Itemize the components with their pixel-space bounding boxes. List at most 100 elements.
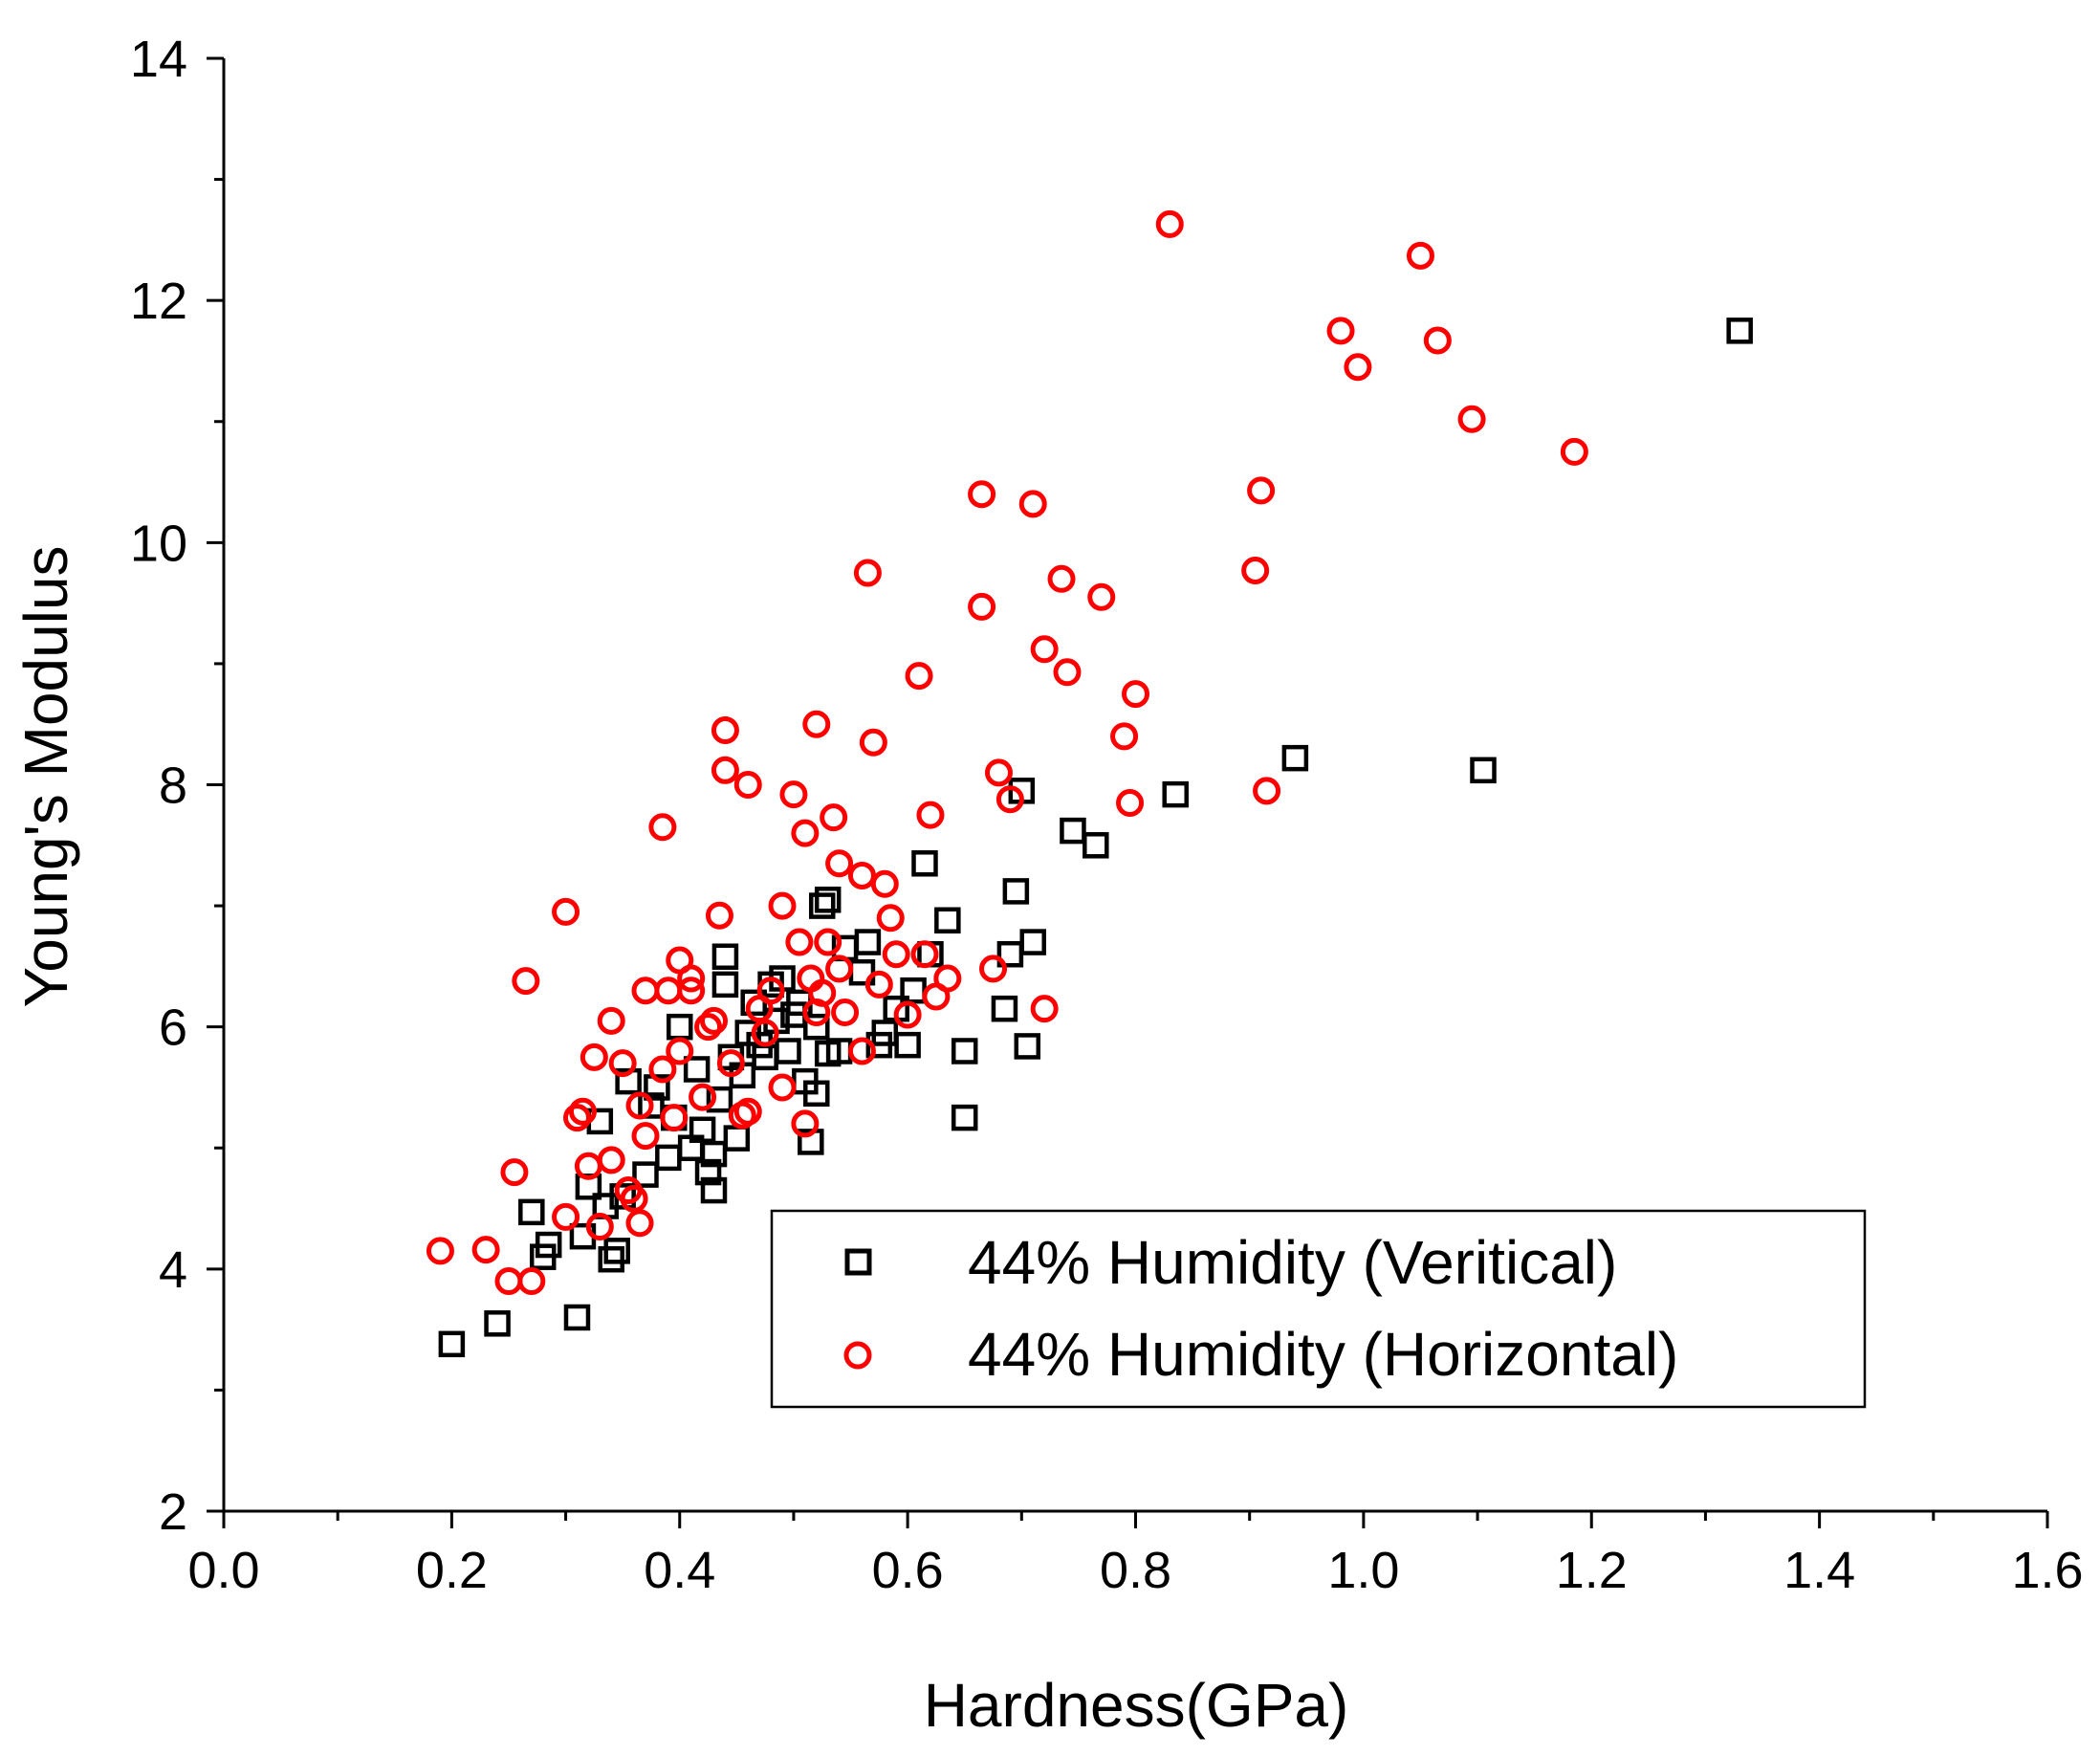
data-point-square xyxy=(894,1031,921,1059)
y-tick-label: 8 xyxy=(159,757,187,815)
data-point-square xyxy=(803,1013,830,1041)
data-point-circle xyxy=(716,1049,745,1078)
data-point-circle xyxy=(597,1146,625,1174)
data-point-circle xyxy=(933,964,962,993)
data-point-circle xyxy=(625,1091,654,1120)
data-point-circle xyxy=(853,559,882,587)
data-point-circle xyxy=(1116,788,1145,817)
data-point-circle xyxy=(802,710,831,738)
data-series xyxy=(426,209,1753,1358)
data-point-square xyxy=(632,1161,659,1188)
data-point-circle xyxy=(654,977,683,1005)
data-point-square xyxy=(911,850,938,877)
data-point-circle xyxy=(597,1006,625,1035)
data-point-square xyxy=(1281,744,1309,772)
data-point-square xyxy=(563,1304,591,1331)
data-point-circle xyxy=(1047,564,1076,593)
data-point-circle xyxy=(882,940,910,969)
data-point-circle xyxy=(1030,635,1059,664)
data-point-circle xyxy=(1087,582,1116,611)
y-axis-title: Young's Modulus xyxy=(11,545,80,1007)
data-point-circle xyxy=(1018,490,1047,518)
data-point-circle xyxy=(791,819,820,847)
data-point-circle xyxy=(995,785,1024,814)
data-point-circle xyxy=(1110,722,1139,751)
data-point-square xyxy=(1014,1033,1041,1060)
data-point-circle xyxy=(814,928,842,956)
data-point-square xyxy=(1162,780,1189,808)
legend: 44% Humidity (Veritical) 44% Humidity (H… xyxy=(770,1209,1867,1409)
data-point-square xyxy=(1470,757,1497,784)
data-point-square xyxy=(991,995,1018,1022)
x-tick-label: 0.2 xyxy=(416,1542,488,1599)
data-point-square xyxy=(723,1125,751,1152)
x-tick-label: 1.4 xyxy=(1783,1542,1855,1599)
data-point-circle xyxy=(893,1000,922,1029)
data-point-square xyxy=(1019,929,1046,955)
data-point-circle xyxy=(677,964,706,993)
data-point-square xyxy=(438,1330,466,1358)
data-point-circle xyxy=(1122,680,1149,709)
data-point-square xyxy=(700,1176,728,1204)
data-point-square xyxy=(700,1140,728,1168)
data-point-circle xyxy=(768,1073,797,1102)
data-point-circle xyxy=(1560,437,1588,466)
legend-label-horizontal: 44% Humidity (Horizontal) xyxy=(968,1320,1678,1389)
data-point-circle xyxy=(711,716,739,745)
data-point-circle xyxy=(859,728,887,757)
data-point-square xyxy=(775,1038,801,1065)
data-point-square xyxy=(598,1245,624,1273)
x-tick-label: 0.6 xyxy=(872,1542,944,1599)
data-point-square xyxy=(814,887,842,913)
data-point-circle xyxy=(779,780,808,809)
data-point-circle xyxy=(1053,658,1082,687)
data-point-circle xyxy=(648,1055,677,1084)
data-point-circle xyxy=(631,1122,660,1151)
data-point-circle xyxy=(968,480,996,509)
data-point-square xyxy=(951,1038,978,1065)
data-point-circle xyxy=(733,1097,762,1126)
data-point-circle xyxy=(1406,241,1434,270)
data-point-circle xyxy=(608,1049,637,1078)
y-tick-label: 14 xyxy=(130,31,187,88)
data-point-square xyxy=(689,1116,716,1144)
x-tick-label: 1.0 xyxy=(1327,1542,1399,1599)
x-tick-label: 0.8 xyxy=(1100,1542,1171,1599)
data-point-circle xyxy=(733,771,762,799)
data-point-circle xyxy=(585,1213,614,1241)
data-point-square xyxy=(1726,318,1753,344)
data-point-circle xyxy=(1247,476,1276,505)
data-point-circle xyxy=(1253,777,1281,805)
y-tick-label: 4 xyxy=(159,1241,187,1299)
data-point-circle xyxy=(785,928,814,956)
data-point-circle xyxy=(870,869,899,898)
x-tick-label: 0.4 xyxy=(644,1542,715,1599)
data-point-circle xyxy=(876,904,905,933)
data-point-circle xyxy=(568,1097,597,1126)
data-point-square xyxy=(683,1056,711,1083)
data-point-circle xyxy=(808,978,837,1007)
data-point-circle xyxy=(968,592,996,621)
data-point-circle xyxy=(580,1043,608,1071)
data-point-circle xyxy=(689,1083,717,1111)
y-tick-label: 12 xyxy=(130,273,187,330)
data-point-circle xyxy=(426,1237,454,1265)
data-point-square xyxy=(484,1310,511,1337)
data-point-circle xyxy=(711,756,739,784)
data-point-square xyxy=(934,907,961,934)
data-point-square xyxy=(1002,878,1030,905)
x-tick-label: 0.0 xyxy=(187,1542,259,1599)
data-point-circle xyxy=(648,813,677,842)
data-point-circle xyxy=(916,801,945,829)
data-point-circle xyxy=(552,1202,580,1231)
data-point-circle xyxy=(625,1209,654,1238)
data-point-circle xyxy=(1241,556,1270,584)
data-point-circle xyxy=(820,803,848,832)
data-point-square xyxy=(711,943,739,970)
y-tick-label: 2 xyxy=(159,1483,187,1541)
y-tick-label: 10 xyxy=(130,515,187,572)
data-point-circle xyxy=(562,1104,591,1132)
y-tick-label: 6 xyxy=(159,999,187,1057)
data-point-circle xyxy=(1344,353,1372,382)
